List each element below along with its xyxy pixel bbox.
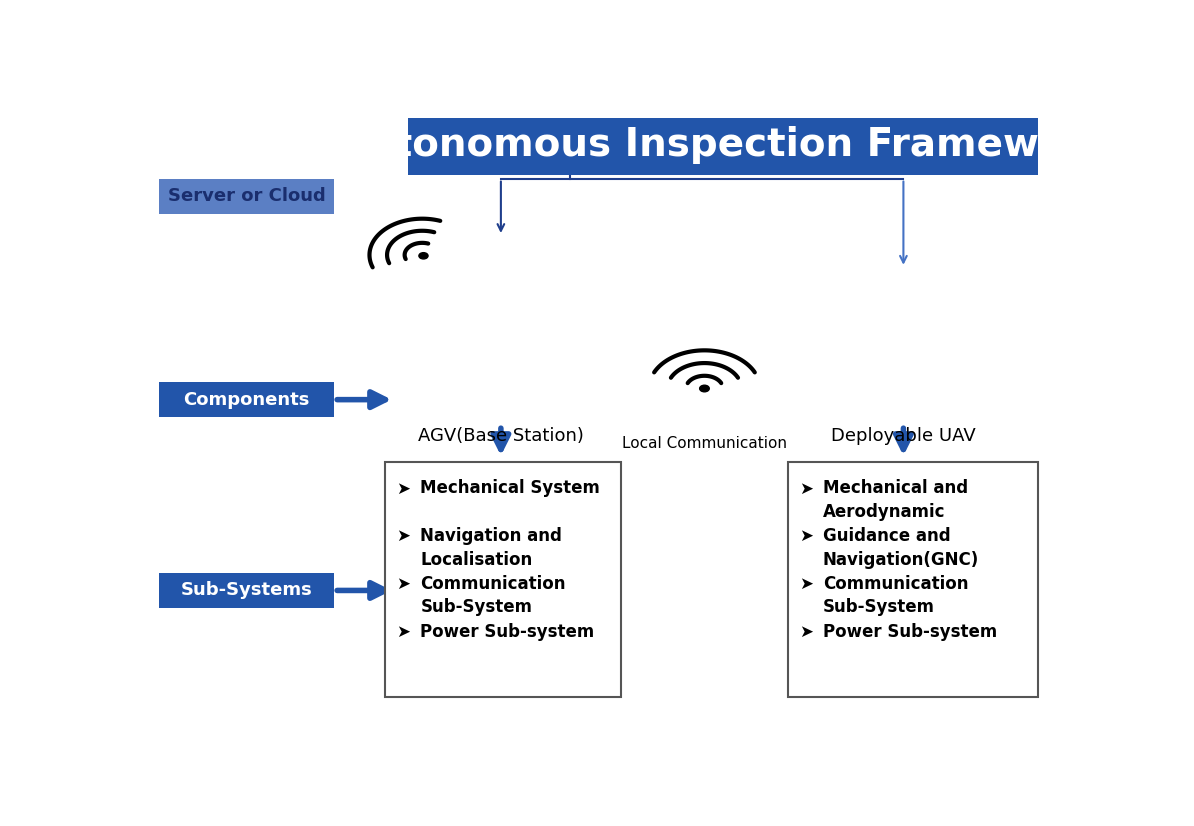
Text: Power Sub-system: Power Sub-system xyxy=(823,623,997,641)
Text: ➤: ➤ xyxy=(799,527,813,545)
Circle shape xyxy=(419,253,427,259)
Text: Mechanical System: Mechanical System xyxy=(420,479,601,497)
FancyBboxPatch shape xyxy=(386,462,621,697)
FancyBboxPatch shape xyxy=(788,462,1038,697)
Text: Local Communication: Local Communication xyxy=(622,436,787,451)
Text: Autonomous Inspection Framework: Autonomous Inspection Framework xyxy=(336,126,1110,164)
FancyBboxPatch shape xyxy=(159,382,334,417)
Text: Server or Cloud: Server or Cloud xyxy=(167,188,325,205)
FancyBboxPatch shape xyxy=(159,573,334,608)
Text: AGV(Base Station): AGV(Base Station) xyxy=(418,427,584,444)
Circle shape xyxy=(700,385,709,392)
Text: Sub-Systems: Sub-Systems xyxy=(180,582,313,600)
Text: Power Sub-system: Power Sub-system xyxy=(420,623,595,641)
FancyBboxPatch shape xyxy=(159,178,334,214)
FancyBboxPatch shape xyxy=(408,118,1038,175)
Text: ➤: ➤ xyxy=(799,479,813,497)
Text: ➤: ➤ xyxy=(396,527,411,545)
Text: Mechanical and
Aerodynamic: Mechanical and Aerodynamic xyxy=(823,479,968,521)
Text: ➤: ➤ xyxy=(799,623,813,641)
Text: Navigation and
Localisation: Navigation and Localisation xyxy=(420,527,562,569)
Text: Deployable UAV: Deployable UAV xyxy=(831,427,975,444)
Text: Communication
Sub-System: Communication Sub-System xyxy=(420,575,566,616)
Text: ➤: ➤ xyxy=(396,623,411,641)
Text: ➤: ➤ xyxy=(799,575,813,593)
Text: Guidance and
Navigation(GNC): Guidance and Navigation(GNC) xyxy=(823,527,979,569)
Text: Communication
Sub-System: Communication Sub-System xyxy=(823,575,968,616)
Text: Components: Components xyxy=(183,391,309,409)
Text: ➤: ➤ xyxy=(396,479,411,497)
Text: ➤: ➤ xyxy=(396,575,411,593)
